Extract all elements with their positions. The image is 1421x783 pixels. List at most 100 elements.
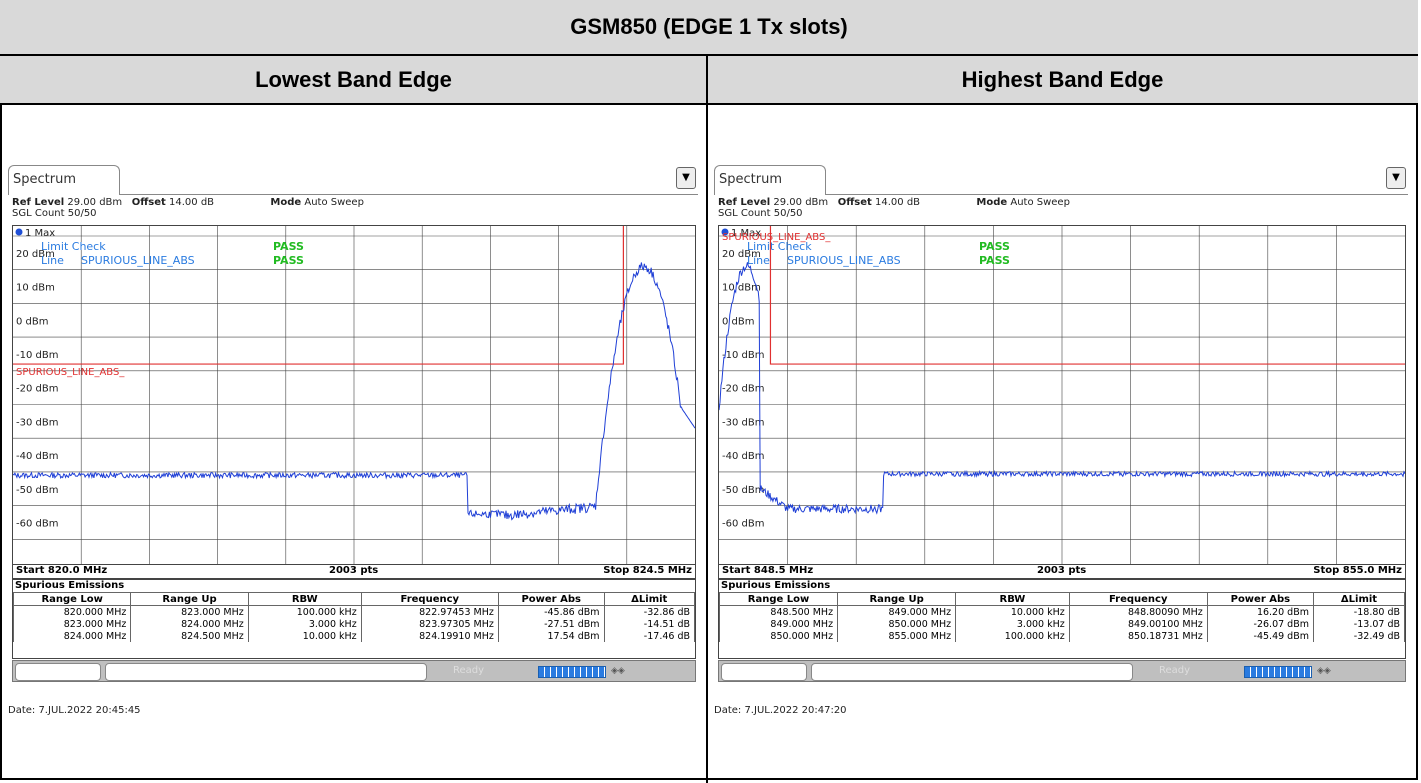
offset-value: 14.00 dB	[169, 197, 215, 208]
y-tick-label: -10 dBm	[16, 350, 58, 361]
cell: 3.000 kHz	[247, 618, 362, 630]
y-tick-label: 20 dBm	[16, 249, 55, 260]
limit-check-label: Limit Check	[747, 240, 812, 253]
tick-label-bg	[720, 245, 768, 259]
cell: 824.000 MHz	[12, 630, 132, 642]
cell: 850.000 MHz	[837, 618, 957, 630]
cell: 850.000 MHz	[718, 630, 839, 642]
tick-label-bg	[14, 481, 62, 495]
tick-label-bg	[720, 313, 768, 327]
ready-text: Ready	[453, 665, 485, 676]
col-delta-limit: ΔLimit	[1312, 592, 1406, 606]
y-tick-label: 10 dBm	[16, 283, 55, 294]
measurement-info: Ref Level 29.00 dBm Offset 14.00 dB Mode…	[12, 197, 364, 219]
line-label: Line	[41, 254, 64, 267]
status-input-box[interactable]	[721, 663, 807, 681]
col-power-abs: Power Abs	[497, 592, 605, 606]
cell: 17.54 dBm	[497, 630, 605, 642]
status-message-box[interactable]	[811, 663, 1133, 681]
cell: -17.46 dB	[603, 630, 696, 642]
y-tick-label: 20 dBm	[722, 249, 761, 260]
y-tick-label: -30 dBm	[16, 417, 58, 428]
offset-label: Offset	[837, 197, 872, 208]
limit-check-label: Limit Check	[41, 240, 106, 253]
column-divider	[706, 56, 708, 783]
limit-line-tag: SPURIOUS_LINE_ABS_	[16, 367, 125, 378]
y-tick-label: -40 dBm	[722, 451, 764, 462]
cell: -32.49 dB	[1312, 630, 1406, 642]
status-bar: Ready ◈◈	[718, 660, 1406, 682]
toolbar-toggle-button[interactable]: ▼	[676, 167, 696, 189]
cell: 3.000 kHz	[955, 618, 1070, 630]
col-range-up: Range Up	[130, 592, 249, 606]
spectrum-plot[interactable]: 20 dBm 10 dBm 0 dBm -10 dBm -20 dBm -30 dBm -4…	[718, 225, 1406, 565]
tick-label-bg	[720, 279, 768, 293]
table-header-row: Range Low Range Up RBW Frequency Power A…	[12, 592, 696, 606]
spectrum-plot[interactable]: 20 dBm 10 dBm 0 dBm -10 dBm -20 dBm -30 dBm -4…	[12, 225, 696, 565]
cell: -26.07 dBm	[1206, 618, 1314, 630]
mode-value: Auto Sweep	[1010, 197, 1070, 208]
tick-label-bg	[720, 380, 768, 394]
y-tick-label: -10 dBm	[722, 350, 764, 361]
col-frequency: Frequency	[1068, 592, 1208, 606]
sweep-points: 2003 pts	[1037, 565, 1087, 576]
cell: 850.18731 MHz	[1068, 630, 1208, 642]
trace-label: 1 Max	[25, 228, 55, 239]
status-input-box[interactable]	[15, 663, 101, 681]
status-bar: Ready ◈◈	[12, 660, 696, 682]
cell: -27.51 dBm	[497, 618, 605, 630]
col-range-up: Range Up	[837, 592, 957, 606]
tick-label-bg	[14, 414, 62, 428]
page-title: GSM850 (EDGE 1 Tx slots)	[0, 0, 1418, 56]
offset-value: 14.00 dB	[875, 197, 921, 208]
tick-label-bg	[14, 245, 62, 259]
spectrum-panel-lowest: Spectrum ▼ Ref Level 29.00 dBm Offset 14…	[8, 165, 698, 716]
y-tick-label: 0 dBm	[16, 316, 49, 327]
offset-label: Offset	[131, 197, 166, 208]
y-tick-label: -30 dBm	[722, 417, 764, 428]
spectrum-trace	[719, 262, 1405, 515]
y-tick-label: -20 dBm	[16, 384, 58, 395]
frequency-axis-bar: Start 820.0 MHz 2003 pts Stop 824.5 MHz	[12, 565, 696, 579]
spectrum-tab[interactable]: Spectrum	[8, 165, 120, 195]
tick-label-bg	[14, 346, 62, 360]
ref-level-label: Ref Level	[718, 197, 771, 208]
sgl-count: SGL Count 50/50	[12, 208, 97, 219]
header-lowest-band-edge: Lowest Band Edge	[0, 56, 707, 105]
ref-level-value: 29.00 dBm	[773, 197, 829, 208]
toolbar-toggle-button[interactable]: ▼	[1386, 167, 1406, 189]
tick-label-bg	[14, 279, 62, 293]
cell: 824.500 MHz	[130, 630, 249, 642]
cell: 823.97305 MHz	[360, 618, 499, 630]
col-power-abs: Power Abs	[1206, 592, 1314, 606]
cell: -45.49 dBm	[1206, 630, 1314, 642]
col-delta-limit: ΔLimit	[603, 592, 696, 606]
progress-bar	[538, 666, 606, 678]
tab-underline	[825, 194, 1408, 195]
cell: 848.80090 MHz	[1068, 605, 1208, 618]
table-header-row: Range Low Range Up RBW Frequency Power A…	[718, 592, 1406, 606]
mode-label: Mode	[976, 197, 1008, 208]
y-tick-label: -50 dBm	[16, 485, 58, 496]
limit-line	[13, 226, 624, 365]
ready-text: Ready	[1159, 665, 1191, 676]
table-row: 820.000 MHz 823.000 MHz 100.000 kHz 822.…	[12, 605, 696, 618]
line-name: SPURIOUS_LINE_ABS	[787, 254, 901, 267]
spectrum-tab[interactable]: Spectrum	[714, 165, 826, 195]
cell: 824.19910 MHz	[360, 630, 499, 642]
stop-frequency: Stop 855.0 MHz	[1313, 565, 1402, 576]
cell: -14.51 dB	[603, 618, 696, 630]
tick-label-bg	[14, 313, 62, 327]
header-highest-band-edge: Highest Band Edge	[707, 56, 1418, 105]
line-result: PASS	[979, 254, 1010, 267]
spectrum-panel-highest: Spectrum ▼ Ref Level 29.00 dBm Offset 14…	[714, 165, 1408, 716]
limit-check-result: PASS	[273, 240, 304, 253]
col-frequency: Frequency	[360, 592, 499, 606]
network-icon: ◈◈	[1317, 666, 1331, 676]
trace-marker-icon	[15, 228, 23, 236]
tab-underline	[119, 194, 698, 195]
status-message-box[interactable]	[105, 663, 427, 681]
spectrum-graph: 20 dBm 10 dBm 0 dBm -10 dBm -20 dBm -30 dBm -4…	[13, 226, 695, 564]
cell: 848.500 MHz	[718, 605, 839, 618]
mode-label: Mode	[270, 197, 302, 208]
